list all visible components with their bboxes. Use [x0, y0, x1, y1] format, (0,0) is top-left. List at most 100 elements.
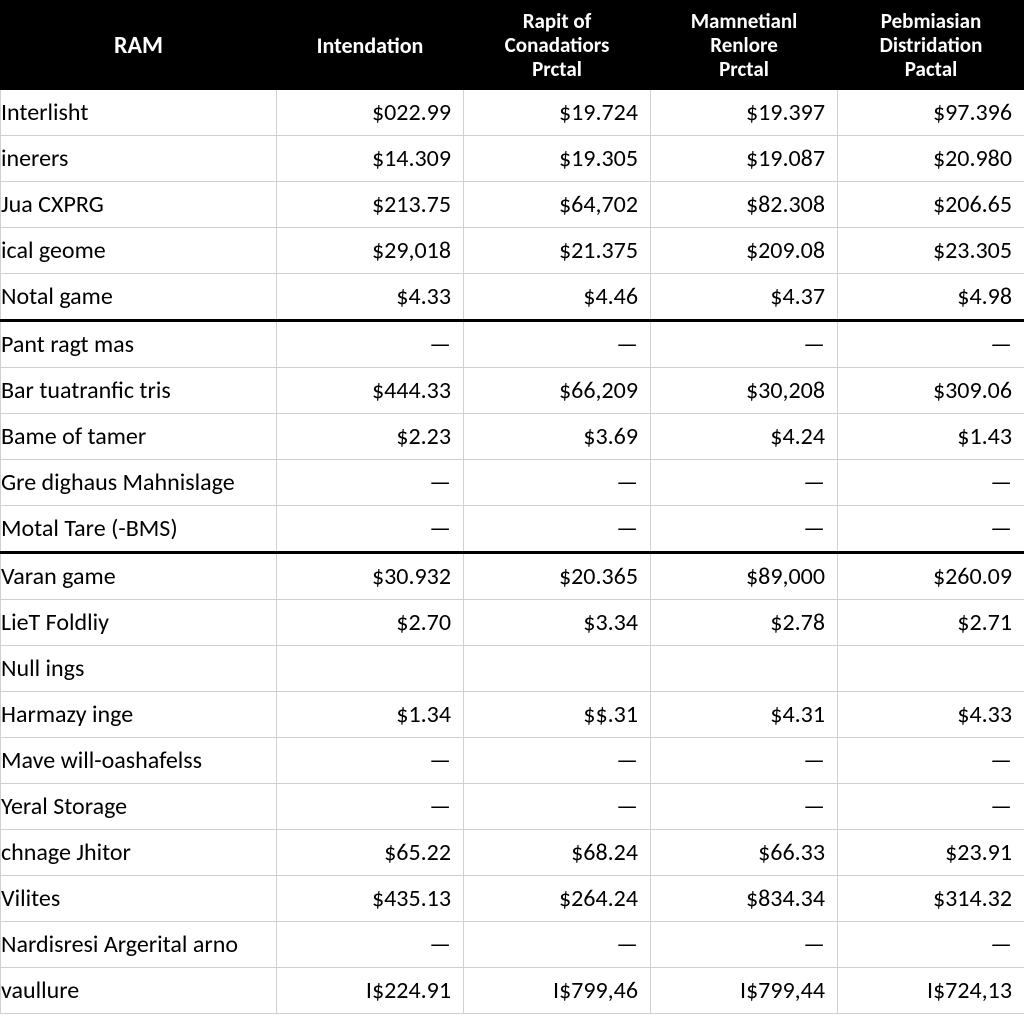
cell-value: $21.375: [464, 228, 651, 274]
table-row: Varan game$30.932$20.365$89,000$260.09: [1, 553, 1024, 600]
row-label: Mave will-oashafelss: [1, 738, 277, 784]
table-row: Notal game$4.33$4.46$4.37$4.98: [1, 274, 1024, 321]
table-row: Interlisht$022.99$19.724$19.397$97.396: [1, 90, 1024, 136]
cell-value: $314.32: [838, 876, 1024, 922]
cell-value: $66,209: [464, 368, 651, 414]
cell-value: $30,208: [651, 368, 838, 414]
cell-value: $834.34: [651, 876, 838, 922]
cell-value: I$724,13: [838, 968, 1024, 1014]
table-row: Bame of tamer$2.23$3.69$4.24$1.43: [1, 414, 1024, 460]
cell-value: $20.980: [838, 136, 1024, 182]
cell-value: —: [464, 506, 651, 553]
header-col-2: Rapit of Conadatiors Prctal: [464, 1, 651, 90]
cell-value: $19.087: [651, 136, 838, 182]
row-label: vaullure: [1, 968, 277, 1014]
table-row: Gre dighaus Mahnislage————: [1, 460, 1024, 506]
cell-value: $30.932: [277, 553, 464, 600]
cell-value: I$224.91: [277, 968, 464, 1014]
cell-value: $89,000: [651, 553, 838, 600]
cell-value: $82.308: [651, 182, 838, 228]
row-label: Bar tuatranfic tris: [1, 368, 277, 414]
cell-value: —: [277, 506, 464, 553]
cell-value: $2.78: [651, 600, 838, 646]
row-label: LieT Foldliy: [1, 600, 277, 646]
header-col-0: RAM: [1, 1, 277, 90]
cell-value: $264.24: [464, 876, 651, 922]
cell-value: —: [277, 738, 464, 784]
table-row: chnage Jhitor$65.22$68.24$66.33$23.91: [1, 830, 1024, 876]
cell-value: I$799,44: [651, 968, 838, 1014]
cell-value: —: [651, 321, 838, 368]
cell-value: $260.09: [838, 553, 1024, 600]
cell-value: [277, 646, 464, 692]
cell-value: $4.37: [651, 274, 838, 321]
cell-value: I$799,46: [464, 968, 651, 1014]
row-label: Notal game: [1, 274, 277, 321]
cell-value: $3.34: [464, 600, 651, 646]
row-label: Nardisresi Argerital arno: [1, 922, 277, 968]
row-label: inerers: [1, 136, 277, 182]
table-header: RAM Intendation Rapit of Conadatiors Prc…: [1, 1, 1024, 90]
row-label: Yeral Storage: [1, 784, 277, 830]
cell-value: —: [838, 738, 1024, 784]
cell-value: —: [651, 784, 838, 830]
cell-value: —: [464, 738, 651, 784]
table-row: inerers$14.309$19.305$19.087$20.980: [1, 136, 1024, 182]
cell-value: —: [838, 922, 1024, 968]
row-label: Motal Tare (-BMS): [1, 506, 277, 553]
header-col-4: Pebmiasian Distridation Pactal: [838, 1, 1024, 90]
cell-value: [464, 646, 651, 692]
cell-value: —: [838, 506, 1024, 553]
row-label: Null ings: [1, 646, 277, 692]
cell-value: $23.91: [838, 830, 1024, 876]
cell-value: $20.365: [464, 553, 651, 600]
cell-value: $022.99: [277, 90, 464, 136]
cell-value: —: [277, 460, 464, 506]
table-row: Nardisresi Argerital arno————: [1, 922, 1024, 968]
table-row: vaullureI$224.91I$799,46I$799,44I$724,13: [1, 968, 1024, 1014]
cell-value: $14.309: [277, 136, 464, 182]
row-label: Pant ragt mas: [1, 321, 277, 368]
cell-value: $4.98: [838, 274, 1024, 321]
cell-value: $4.24: [651, 414, 838, 460]
table-row: Harmazy inge$1.34$$.31$4.31$4.33: [1, 692, 1024, 738]
row-label: Bame of tamer: [1, 414, 277, 460]
cell-value: $206.65: [838, 182, 1024, 228]
cell-value: $64,702: [464, 182, 651, 228]
cell-value: —: [277, 922, 464, 968]
cell-value: $4.46: [464, 274, 651, 321]
row-label: Interlisht: [1, 90, 277, 136]
cell-value: $65.22: [277, 830, 464, 876]
cell-value: $444.33: [277, 368, 464, 414]
cell-value: [651, 646, 838, 692]
cell-value: $309.06: [838, 368, 1024, 414]
cell-value: $4.33: [838, 692, 1024, 738]
table-row: Yeral Storage————: [1, 784, 1024, 830]
table-row: Null ings: [1, 646, 1024, 692]
cell-value: $29,018: [277, 228, 464, 274]
cell-value: $2.23: [277, 414, 464, 460]
cell-value: —: [464, 784, 651, 830]
cell-value: —: [651, 922, 838, 968]
header-col-3: Mamnetianl Renlore Prctal: [651, 1, 838, 90]
cell-value: —: [651, 460, 838, 506]
cell-value: $2.70: [277, 600, 464, 646]
cell-value: $4.31: [651, 692, 838, 738]
cell-value: $3.69: [464, 414, 651, 460]
table-row: Jua CXPRG$213.75$64,702$82.308$206.65: [1, 182, 1024, 228]
cell-value: $66.33: [651, 830, 838, 876]
cell-value: —: [651, 738, 838, 784]
table-row: Mave will-oashafelss————: [1, 738, 1024, 784]
cell-value: —: [838, 784, 1024, 830]
row-label: Vilites: [1, 876, 277, 922]
cell-value: $68.24: [464, 830, 651, 876]
cell-value: $19.305: [464, 136, 651, 182]
cell-value: —: [838, 460, 1024, 506]
cell-value: —: [464, 321, 651, 368]
cell-value: $435.13: [277, 876, 464, 922]
cell-value: $19.397: [651, 90, 838, 136]
row-label: Gre dighaus Mahnislage: [1, 460, 277, 506]
row-label: Varan game: [1, 553, 277, 600]
row-label: Harmazy inge: [1, 692, 277, 738]
cell-value: —: [277, 321, 464, 368]
